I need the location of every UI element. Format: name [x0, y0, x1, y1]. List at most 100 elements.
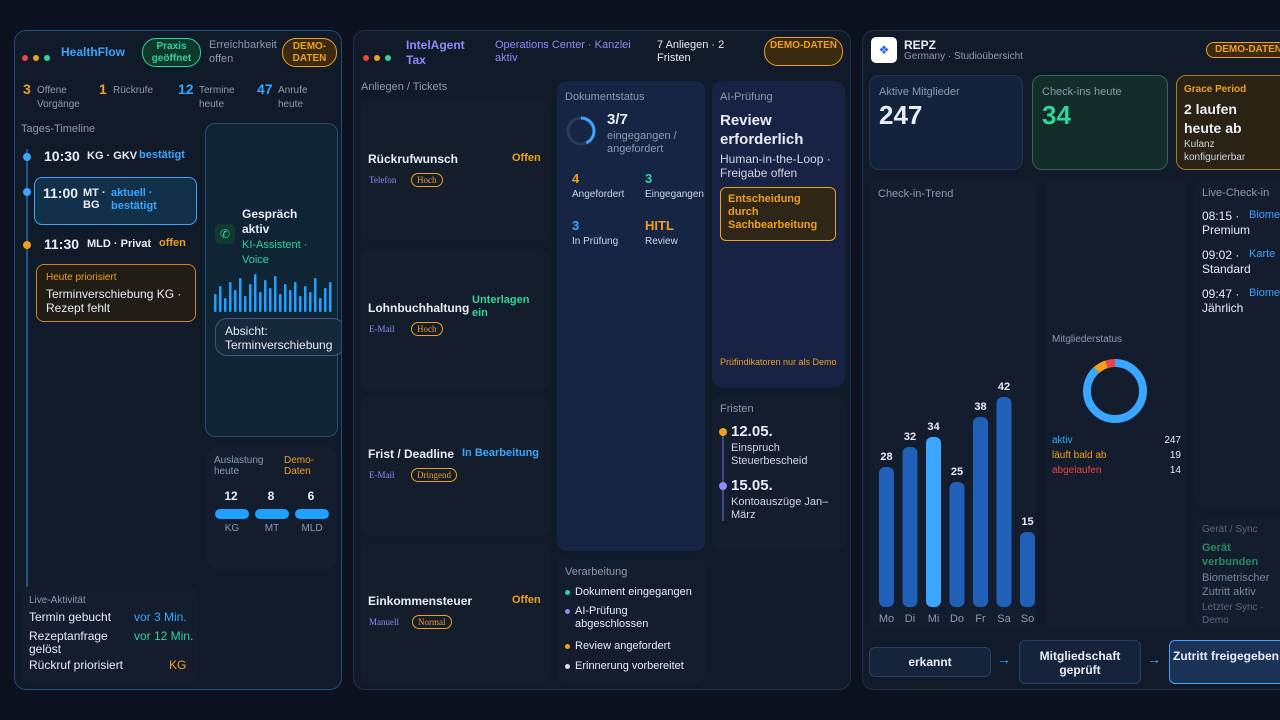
tickets-title: Anliegen / Tickets	[361, 81, 448, 93]
healthflow-panel: HealthFlow Praxis geöffnet Erreichbarkei…	[14, 30, 342, 690]
flow-step-label: Mitgliedschaft geprüft	[1039, 649, 1121, 677]
wave-bar	[234, 290, 237, 312]
wave-bar	[329, 282, 332, 312]
ticket-priority: Hoch	[411, 322, 443, 336]
chart-title: Check-in-Trend	[878, 188, 954, 200]
doc-stat-number: 3	[645, 171, 653, 186]
doc-sub: eingegangen / angefordert	[607, 130, 677, 155]
ai-text: Human-in-the-Loop · Freigabe offen	[720, 152, 831, 180]
live-item-value: vor 3 Min.	[134, 610, 187, 624]
intelagent-panel: IntelAgent Tax Operations Center · Kanzl…	[353, 30, 851, 690]
app-title: IntelAgent Tax	[406, 38, 465, 67]
wave-bar	[304, 286, 307, 312]
checkin-tier: Jährlich	[1202, 301, 1244, 315]
timeline-line	[26, 149, 28, 601]
kpi2-label: Check-ins heute	[1042, 86, 1122, 98]
window-controls	[22, 48, 55, 66]
ai-review-card: AI-Prüfung Review erforderlich Human-in-…	[712, 81, 845, 387]
wave-bar	[249, 284, 252, 312]
kpi3-value: 2 laufen heute ab	[1184, 101, 1242, 136]
timeline-status: aktuell · bestätigt	[111, 187, 157, 212]
ticket-card[interactable]: Frist / Deadline In Bearbeitung E-Mail Drin…	[361, 395, 549, 537]
ai-decision[interactable]: Entscheidung durch Sachbearbeitung	[720, 187, 836, 241]
flow-step-access[interactable]: Zutritt freigegeben	[1169, 640, 1280, 684]
wave-bar	[274, 276, 277, 312]
reach-value: offen	[209, 53, 234, 65]
call-sub: KI-Assistent · Voice	[242, 239, 308, 266]
arrow-right-icon: →	[1147, 651, 1161, 667]
ticket-card[interactable]: Lohnbuchhaltung Unterlagen ein E-Mail Hoch	[361, 249, 549, 391]
wave-bar	[219, 286, 222, 312]
priority-card[interactable]: Heute priorisiert Terminverschiebung KG …	[36, 264, 196, 322]
intent-text: Absicht: Terminverschiebung	[225, 324, 333, 352]
bar-value-label: 32	[904, 431, 916, 443]
doc-stat-label: Eingegangen	[645, 189, 704, 200]
load-title: Auslastung heute	[214, 455, 264, 477]
category-label: Sa	[997, 613, 1011, 625]
proc-text: Erinnerung vorbereitet	[575, 660, 684, 672]
ticket-status: Offen	[512, 152, 541, 164]
deadline-date: 15.05.	[731, 477, 773, 494]
proc-text: Review angefordert	[575, 640, 671, 652]
load-demo: Demo-Daten	[284, 455, 315, 477]
intent-chip[interactable]: Absicht: Terminverschiebung	[215, 318, 341, 356]
trend-bar	[879, 467, 894, 607]
timeline-status: offen	[159, 237, 186, 249]
status-value: 19	[1169, 450, 1181, 461]
load-card: Auslastung heute Demo-Daten 12 KG 8 MT 6 MLD	[207, 447, 337, 569]
flow-step-membership[interactable]: Mitgliedschaft geprüft	[1019, 640, 1141, 684]
status-value: 247	[1164, 435, 1181, 446]
category-label: Do	[950, 613, 964, 625]
wave-bar	[254, 274, 257, 312]
checkin-trend-chart: 28 Mo 32 Di 34 Mi 25 Do 38 Fr 42 Sa 15 So	[879, 381, 1035, 625]
flow-step-recognized[interactable]: erkannt	[869, 647, 991, 677]
trend-bar	[996, 397, 1012, 607]
wave-bar	[229, 282, 232, 312]
load-track	[255, 509, 289, 519]
stat-number: 1	[99, 81, 107, 97]
ticket-status: Unterlagen ein	[472, 294, 530, 319]
proc-text: Dokument eingegangen	[575, 586, 692, 598]
doc-count: 3/7	[607, 111, 628, 128]
load-number: 6	[307, 489, 315, 503]
reach-label: Erreichbarkeit	[209, 39, 277, 51]
kpi-checkins: Check-ins heute 34	[1032, 75, 1168, 170]
ticket-card[interactable]: Rückrufwunsch Offen Telefon Hoch	[361, 100, 549, 242]
timeline-title: Tages-Timeline	[21, 123, 96, 135]
live-card: Live-Aktivität Termin gebucht vor 3 Min. R…	[21, 586, 197, 684]
kpi3-label: Grace Period	[1184, 84, 1247, 95]
checkin-method: Karte	[1249, 248, 1276, 260]
load-track	[295, 509, 329, 519]
doc-stat-number: 3	[572, 218, 580, 233]
priority-label: Heute priorisiert	[46, 272, 117, 283]
proc-dot	[565, 664, 570, 669]
load-number: 8	[267, 489, 275, 503]
category-label: Mi	[928, 613, 940, 625]
checkin-time: 09:47 ·	[1202, 287, 1240, 301]
timeline-item-current[interactable]: 11:00 MT · BG aktuell · bestätigt	[34, 177, 197, 225]
voice-waveform-icon	[214, 274, 332, 312]
call-card[interactable]: ✆ Gespräch aktiv KI-Assistent · Voice Ab…	[205, 123, 341, 437]
stat-label: Rückrufe	[113, 85, 154, 96]
deadline-date: 12.05.	[731, 423, 773, 440]
proc-title: Verarbeitung	[565, 566, 628, 578]
proc-dot	[565, 609, 570, 614]
ticket-card[interactable]: Einkommensteuer Offen Manuell Normal	[361, 542, 549, 684]
live-item-value: KG	[169, 658, 187, 672]
window-controls	[363, 48, 396, 66]
checkin-time: 09:02 ·	[1202, 248, 1240, 262]
wave-bar	[224, 298, 227, 312]
category-label: Fr	[975, 613, 986, 625]
proc-dot	[565, 644, 570, 649]
ticket-priority: Normal	[412, 615, 452, 629]
wave-bar	[299, 296, 302, 312]
donut-slice	[1083, 359, 1147, 423]
demo-badge: DEMO-DATEN	[282, 38, 337, 67]
load-track	[215, 509, 249, 519]
live-item-value: vor 12 Min.	[134, 629, 194, 643]
wave-bar	[284, 284, 287, 312]
deadline-text: Einspruch Steuerbescheid	[731, 442, 808, 467]
live-item-text: Rezeptanfrage gelöst	[29, 629, 108, 656]
load-label: MLD	[301, 523, 323, 534]
wave-bar	[244, 296, 247, 312]
